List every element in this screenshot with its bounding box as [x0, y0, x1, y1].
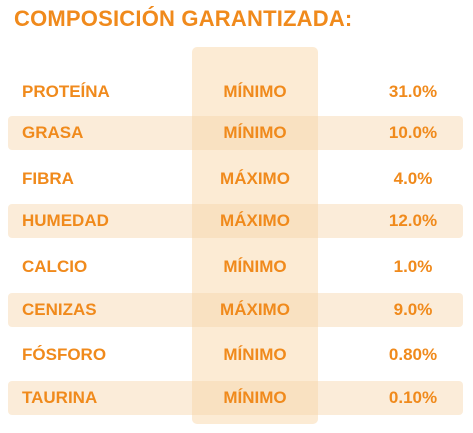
table-row: FÓSFORO MÍNIMO 0.80% — [8, 338, 463, 372]
nutrient-value: 12.0% — [388, 211, 438, 230]
nutrient-value: 4.0% — [393, 169, 433, 188]
page-title: COMPOSICIÓN GARANTIZADA: — [14, 6, 353, 31]
limit-type: MÁXIMO — [220, 300, 290, 319]
table-row: CENIZAS MÁXIMO 9.0% — [8, 293, 463, 327]
limit-type: MÍNIMO — [223, 82, 287, 101]
nutrient-name: CALCIO — [22, 257, 88, 276]
nutrient-value: 1.0% — [393, 257, 433, 276]
table-row: FIBRA MÁXIMO 4.0% — [8, 162, 463, 196]
highlight-column — [192, 47, 318, 424]
nutrient-name: GRASA — [22, 123, 84, 142]
nutrient-name: HUMEDAD — [22, 211, 109, 230]
table-row: CALCIO MÍNIMO 1.0% — [8, 250, 463, 284]
limit-type: MÍNIMO — [223, 123, 287, 142]
nutrient-value: 31.0% — [388, 82, 438, 101]
limit-type: MÍNIMO — [223, 257, 287, 276]
nutrient-name: CENIZAS — [22, 300, 97, 319]
limit-type: MÍNIMO — [223, 388, 287, 407]
nutrient-value: 9.0% — [393, 300, 433, 319]
table-row: HUMEDAD MÁXIMO 12.0% — [8, 204, 463, 238]
limit-type: MÁXIMO — [220, 169, 290, 188]
table-row: GRASA MÍNIMO 10.0% — [8, 116, 463, 150]
nutrient-name: TAURINA — [22, 388, 98, 407]
nutrient-name: FIBRA — [22, 169, 74, 188]
nutrient-name: PROTEÍNA — [22, 82, 110, 101]
nutrient-value: 0.10% — [388, 388, 438, 407]
table-row: TAURINA MÍNIMO 0.10% — [8, 381, 463, 415]
table-row: PROTEÍNA MÍNIMO 31.0% — [8, 75, 463, 109]
limit-type: MÍNIMO — [223, 345, 287, 364]
nutrient-value: 0.80% — [388, 345, 438, 364]
limit-type: MÁXIMO — [220, 211, 290, 230]
nutrient-value: 10.0% — [388, 123, 438, 142]
nutrient-name: FÓSFORO — [22, 345, 107, 364]
